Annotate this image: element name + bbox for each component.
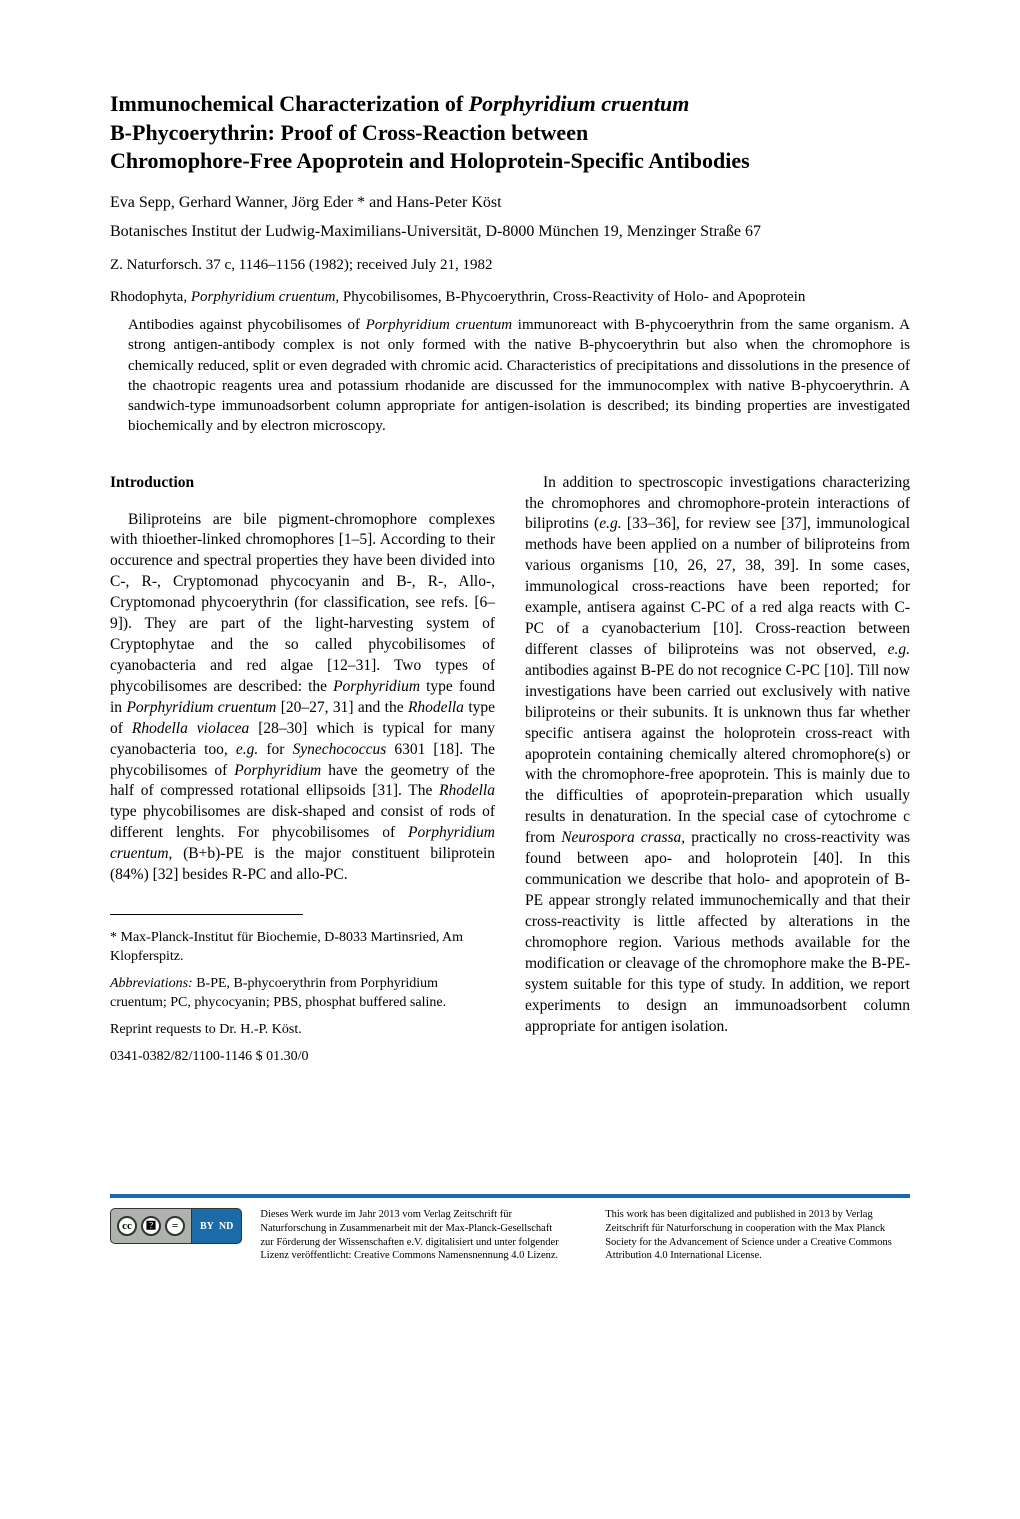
abstract: Antibodies against phycobilisomes of Por… xyxy=(110,315,910,437)
keywords-post: Phycobilisomes, B-Phycoerythrin, Cross-R… xyxy=(339,289,805,305)
journal-citation: Z. Naturforsch. 37 c, 1146–1156 (1982); … xyxy=(110,257,910,274)
col2-italic-1: e.g. xyxy=(599,515,621,532)
footnote-affiliation: * Max-Planck-Institut für Biochemie, D-8… xyxy=(110,929,495,967)
license-footer: cc 🯄 = BY ND Dieses Werk wurde im Jahr 2… xyxy=(110,1194,910,1263)
title-species: Porphyridium cruentum xyxy=(469,91,690,116)
authors: Eva Sepp, Gerhard Wanner, Jörg Eder * an… xyxy=(110,194,910,212)
footnote-separator xyxy=(110,914,303,915)
title-text-3: Chromophore-Free Apoprotein and Holoprot… xyxy=(110,148,750,173)
footnote-issn: 0341-0382/82/1100-1146 $ 01.30/0 xyxy=(110,1048,495,1067)
intro-text-6: for xyxy=(258,741,292,758)
abbrev-label: Abbreviations: xyxy=(110,976,193,991)
intro-italic-8: Rhodella xyxy=(439,782,495,799)
title-text-1: Immunochemical Characterization of xyxy=(110,91,469,116)
abstract-species: Porphyridium cruentum xyxy=(366,317,512,333)
intro-italic-3: Rhodella xyxy=(408,699,464,716)
right-column: In addition to spectroscopic investigati… xyxy=(525,473,910,1075)
abstract-text-1: Antibodies against phycobilisomes of xyxy=(128,317,366,333)
footer-english: This work has been digitalized and publi… xyxy=(605,1208,910,1263)
intro-italic-4: Rhodella violacea xyxy=(132,720,249,737)
affiliation: Botanisches Institut der Ludwig-Maximili… xyxy=(110,222,910,243)
col2-text-3: antibodies against B-PE do not recognice… xyxy=(525,662,910,846)
footer-columns: Dieses Werk wurde im Jahr 2013 vom Verla… xyxy=(260,1208,910,1263)
footer-german: Dieses Werk wurde im Jahr 2013 vom Verla… xyxy=(260,1208,565,1263)
intro-italic-6: Synechococcus xyxy=(292,741,386,758)
keywords-species: Porphyridium cruentum, xyxy=(191,289,339,305)
footnote-abbreviations: Abbreviations: B-PE, B-phycoerythrin fro… xyxy=(110,975,495,1013)
col2-italic-3: Neurospora crassa, xyxy=(561,829,685,846)
abstract-text-2: immunoreact with B-phycoerythrin from th… xyxy=(128,317,910,434)
nd-label: ND xyxy=(219,1221,233,1232)
intro-italic-5: e.g. xyxy=(236,741,258,758)
introduction-heading: Introduction xyxy=(110,473,495,494)
intro-paragraph: Biliproteins are bile pigment-chromophor… xyxy=(110,510,495,887)
col2-text-2: [33–36], for review see [37], immunologi… xyxy=(525,515,910,658)
left-column: Introduction Biliproteins are bile pigme… xyxy=(110,473,495,1075)
col2-text-4: practically no cross-reactivity was foun… xyxy=(525,829,910,1034)
cc-badge-left: cc 🯄 = xyxy=(110,1208,191,1244)
intro-italic-7: Porphyridium xyxy=(234,762,321,779)
by-icon: 🯄 xyxy=(141,1216,161,1236)
intro-text-3: [20–27, 31] and the xyxy=(276,699,408,716)
intro-italic-2: Porphyridium cruentum xyxy=(126,699,276,716)
right-paragraph: In addition to spectroscopic investigati… xyxy=(525,473,910,1038)
intro-italic-1: Porphyridium xyxy=(333,678,420,695)
title-text-2: B-Phycoerythrin: Proof of Cross-Reaction… xyxy=(110,120,588,145)
cc-badge: cc 🯄 = BY ND xyxy=(110,1208,242,1244)
by-label: BY xyxy=(200,1221,214,1232)
nd-icon: = xyxy=(165,1216,185,1236)
two-column-body: Introduction Biliproteins are bile pigme… xyxy=(110,473,910,1075)
cc-icon: cc xyxy=(117,1216,137,1236)
footnote-reprint: Reprint requests to Dr. H.-P. Köst. xyxy=(110,1021,495,1040)
article-title: Immunochemical Characterization of Porph… xyxy=(110,90,910,176)
cc-badge-right: BY ND xyxy=(191,1208,242,1244)
intro-text-1: Biliproteins are bile pigment-chromophor… xyxy=(110,511,495,695)
keywords-pre: Rhodophyta, xyxy=(110,289,191,305)
keywords: Rhodophyta, Porphyridium cruentum, Phyco… xyxy=(110,288,910,308)
col2-italic-2: e.g. xyxy=(888,641,910,658)
